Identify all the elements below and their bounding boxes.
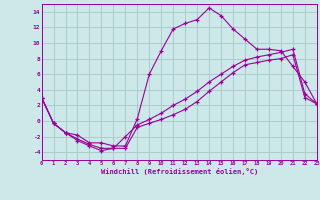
X-axis label: Windchill (Refroidissement éolien,°C): Windchill (Refroidissement éolien,°C) — [100, 168, 258, 175]
